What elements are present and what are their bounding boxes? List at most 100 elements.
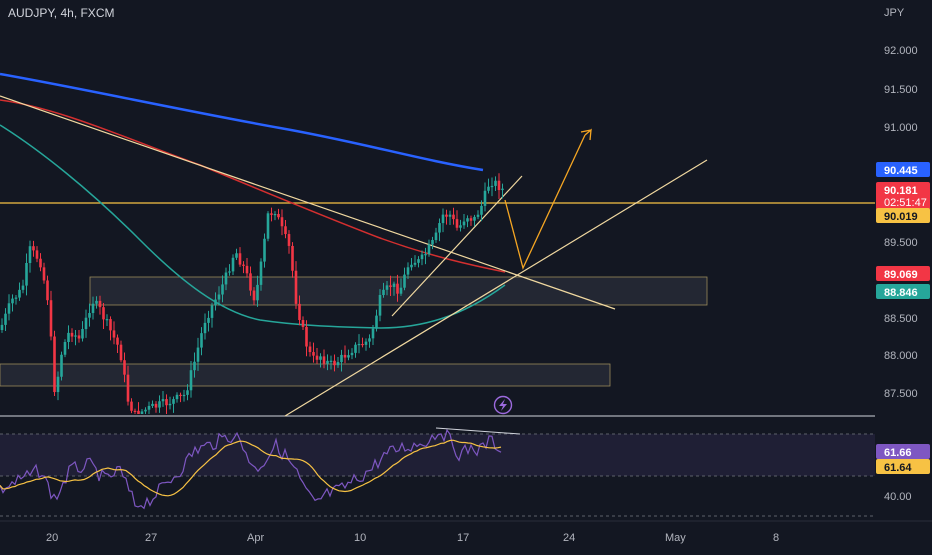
candle-body <box>11 298 14 304</box>
time-axis[interactable] <box>0 522 932 550</box>
candle-body <box>326 360 329 364</box>
candle-body <box>21 285 25 290</box>
candle-body <box>469 218 473 221</box>
candle-body <box>263 238 266 262</box>
candle-body <box>102 307 105 320</box>
descending-trendline[interactable] <box>0 95 616 310</box>
candle-body <box>196 347 200 362</box>
rsi-line[interactable] <box>0 428 502 510</box>
candle-body <box>42 267 46 281</box>
moving-average-red[interactable] <box>0 99 506 273</box>
price-tick: 92.000 <box>884 45 918 57</box>
candle-body <box>193 361 196 371</box>
candle-body <box>483 190 487 206</box>
candle-body <box>396 283 399 294</box>
time-tick: Apr <box>247 532 264 544</box>
rsi-divergence-line[interactable] <box>435 427 521 435</box>
price-tick: 88.000 <box>884 350 918 362</box>
candle-body <box>413 262 417 265</box>
candle-body <box>252 290 256 301</box>
price-axis[interactable] <box>875 0 932 520</box>
last-price-tag: 90.181 02:51:47 <box>876 182 930 210</box>
candle-body <box>312 352 315 356</box>
candle-body <box>291 245 294 271</box>
candle-body <box>266 213 270 239</box>
candle-body <box>329 360 333 362</box>
candle-body <box>105 319 109 321</box>
candle-body <box>182 394 186 397</box>
candle-body <box>63 342 67 355</box>
svg-text:88.846: 88.846 <box>884 287 918 299</box>
moving-average-teal[interactable] <box>0 124 506 329</box>
candle-body <box>18 289 21 298</box>
candle-body <box>70 332 74 337</box>
candle-body <box>28 246 32 264</box>
ascending-trendline-long[interactable] <box>284 159 708 417</box>
ascending-trendline-short[interactable] <box>391 175 523 317</box>
candle-body <box>123 360 126 375</box>
candle-body <box>434 232 438 241</box>
candle-body <box>242 264 245 266</box>
candle-body <box>179 394 182 397</box>
candle-body <box>294 270 298 304</box>
rsi-ma-value-tag: 61.64 <box>876 459 930 474</box>
candle-body <box>109 319 112 331</box>
candle-body <box>497 180 501 191</box>
candle-body <box>203 322 207 334</box>
time-tick: 20 <box>46 532 58 544</box>
candle-body <box>56 376 60 393</box>
candle-body <box>235 253 238 258</box>
candle-body <box>427 244 431 255</box>
candle-body <box>175 394 179 400</box>
candle-body <box>473 216 476 221</box>
price-tick: 91.500 <box>884 84 918 96</box>
candle-body <box>140 411 144 414</box>
candle-body <box>298 303 301 321</box>
rsi-ma-line[interactable] <box>0 439 502 497</box>
svg-text:90.445: 90.445 <box>884 165 918 177</box>
lightning-icon[interactable] <box>493 395 513 415</box>
candle-body <box>74 335 77 337</box>
candle-body <box>420 254 424 260</box>
support-zone-box[interactable] <box>0 363 611 387</box>
candle-body <box>91 303 95 314</box>
candle-body <box>284 226 287 235</box>
candle-body <box>378 295 382 316</box>
candle-body <box>165 399 168 406</box>
projection-path[interactable] <box>504 134 586 270</box>
ma-blue-price-tag: 90.445 <box>876 162 930 177</box>
candle-body <box>476 214 480 217</box>
candle-body <box>207 317 210 323</box>
candle-body <box>277 214 280 218</box>
moving-average-blue[interactable] <box>0 72 484 172</box>
candle-body <box>494 180 497 186</box>
time-tick: 27 <box>145 532 157 544</box>
candle-body <box>322 356 326 364</box>
candle-body <box>77 335 81 339</box>
candle-body <box>245 265 249 274</box>
candle-body <box>53 336 56 393</box>
time-tick: 24 <box>563 532 575 544</box>
candle-body <box>403 274 406 288</box>
candle-body <box>455 219 459 228</box>
candle-body <box>336 362 340 366</box>
candle-body <box>438 223 441 233</box>
candle-body <box>249 273 252 291</box>
price-axis-currency: JPY <box>884 7 905 19</box>
candle-body <box>501 188 504 191</box>
candlestick-series[interactable] <box>0 173 504 414</box>
candle-body <box>308 346 312 353</box>
price-tick: 91.000 <box>884 122 918 134</box>
candle-body <box>88 313 91 318</box>
candle-body <box>133 410 137 413</box>
candle-body <box>490 185 494 188</box>
rsi-tick: 40.00 <box>884 491 912 503</box>
candle-body <box>343 354 347 358</box>
candle-body <box>39 258 42 268</box>
candle-body <box>224 272 228 285</box>
symbol-title[interactable]: AUDJPY, 4h, FXCM <box>8 6 115 20</box>
candle-body <box>186 390 189 395</box>
candle-body <box>172 399 175 404</box>
